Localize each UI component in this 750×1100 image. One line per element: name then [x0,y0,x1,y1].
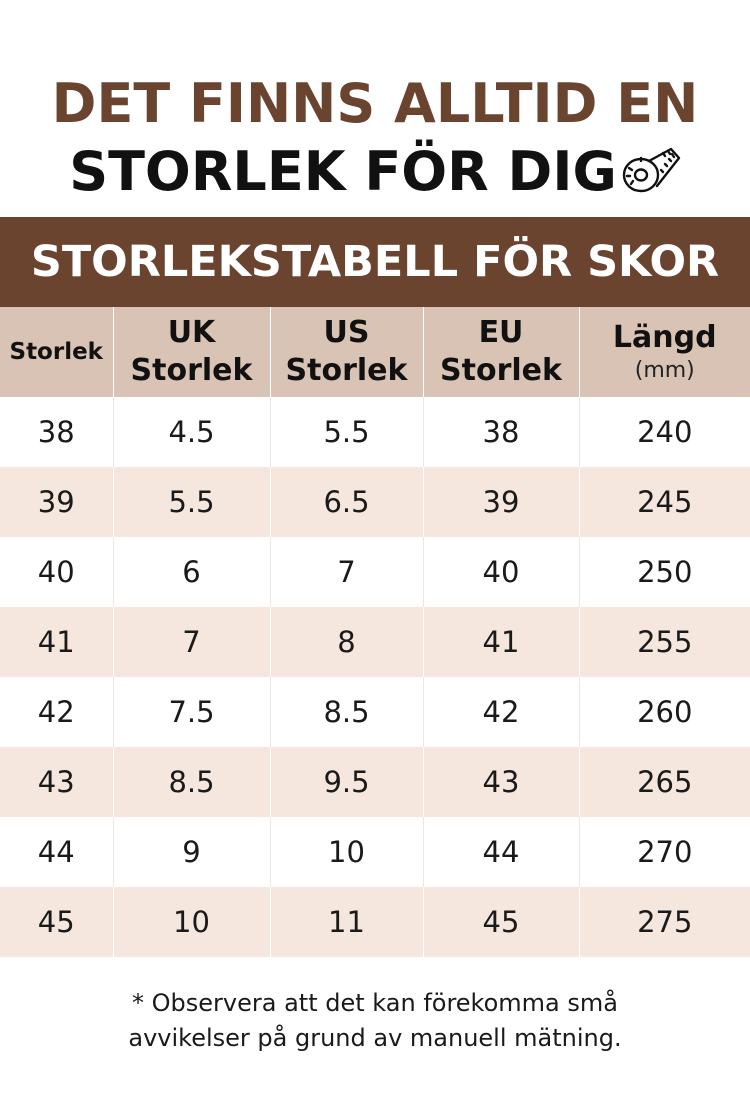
header-eu-line2: Storlek [440,353,562,388]
cell: 39 [0,467,114,537]
cell: 250 [579,537,750,607]
cell: 9.5 [270,747,424,817]
headline-line-2: STORLEK FÖR DIG [0,138,750,206]
header-uk: UK Storlek [113,307,271,397]
header-langd-line1: Längd [612,320,717,355]
cell: 240 [579,397,750,467]
header-us: US Storlek [270,307,424,397]
cell: 44 [0,817,114,887]
header-us-line1: US [323,315,370,350]
cell: 41 [0,607,114,677]
footnote: * Observera att det kan förekomma små av… [0,986,750,1056]
cell: 45 [423,887,580,957]
cell: 4.5 [113,397,271,467]
table-row: 44 9 10 44 270 [0,817,750,887]
cell: 38 [423,397,580,467]
cell: 10 [113,887,271,957]
cell: 265 [579,747,750,817]
cell: 7 [113,607,271,677]
cell: 7.5 [113,677,271,747]
cell: 45 [0,887,114,957]
cell: 8.5 [270,677,424,747]
cell: 255 [579,607,750,677]
cell: 260 [579,677,750,747]
header-langd: Längd (mm) [579,307,750,397]
header-eu: EU Storlek [423,307,580,397]
header-uk-line2: Storlek [130,353,253,388]
cell: 43 [0,747,114,817]
header-storlek-label: Storlek [9,339,103,365]
cell: 42 [423,677,580,747]
header-eu-line1: EU [478,315,524,350]
table-row: 42 7.5 8.5 42 260 [0,677,750,747]
cell: 8 [270,607,424,677]
table-title-banner: STORLEKSTABELL FÖR SKOR [0,217,750,307]
cell: 41 [423,607,580,677]
cell: 5.5 [270,397,424,467]
headline: DET FINNS ALLTID EN STORLEK FÖR DIG [0,70,750,206]
cell: 42 [0,677,114,747]
table-header-row: Storlek UK Storlek US Storlek EU Storlek Lä… [0,307,750,397]
footnote-line-2: avvikelser på grund av manuell mätning. [128,1024,622,1052]
cell: 40 [423,537,580,607]
cell: 40 [0,537,114,607]
cell: 270 [579,817,750,887]
cell: 6 [113,537,271,607]
cell: 39 [423,467,580,537]
cell: 9 [113,817,271,887]
header-us-line2: Storlek [285,353,408,388]
table-row: 45 10 11 45 275 [0,887,750,957]
table-title: STORLEKSTABELL FÖR SKOR [30,237,720,287]
size-table: Storlek UK Storlek US Storlek EU Storlek Lä… [0,307,750,957]
headline-line-1: DET FINNS ALLTID EN [51,72,699,135]
table-row: 38 4.5 5.5 38 240 [0,397,750,467]
cell: 44 [423,817,580,887]
cell: 6.5 [270,467,424,537]
cell: 275 [579,887,750,957]
cell: 8.5 [113,747,271,817]
header-storlek: Storlek [0,307,114,397]
table-row: 43 8.5 9.5 43 265 [0,747,750,817]
cell: 7 [270,537,424,607]
cell: 245 [579,467,750,537]
cell: 43 [423,747,580,817]
headline-line-2-text: STORLEK FÖR DIG [69,140,617,203]
table-row: 41 7 8 41 255 [0,607,750,677]
cell: 38 [0,397,114,467]
header-langd-unit: (mm) [634,358,695,383]
cell: 11 [270,887,424,957]
cell: 5.5 [113,467,271,537]
cell: 10 [270,817,424,887]
table-row: 39 5.5 6.5 39 245 [0,467,750,537]
measuring-tape-icon [619,144,681,194]
table-row: 40 6 7 40 250 [0,537,750,607]
header-uk-line1: UK [167,315,216,350]
footnote-line-1: * Observera att det kan förekomma små [132,989,618,1017]
